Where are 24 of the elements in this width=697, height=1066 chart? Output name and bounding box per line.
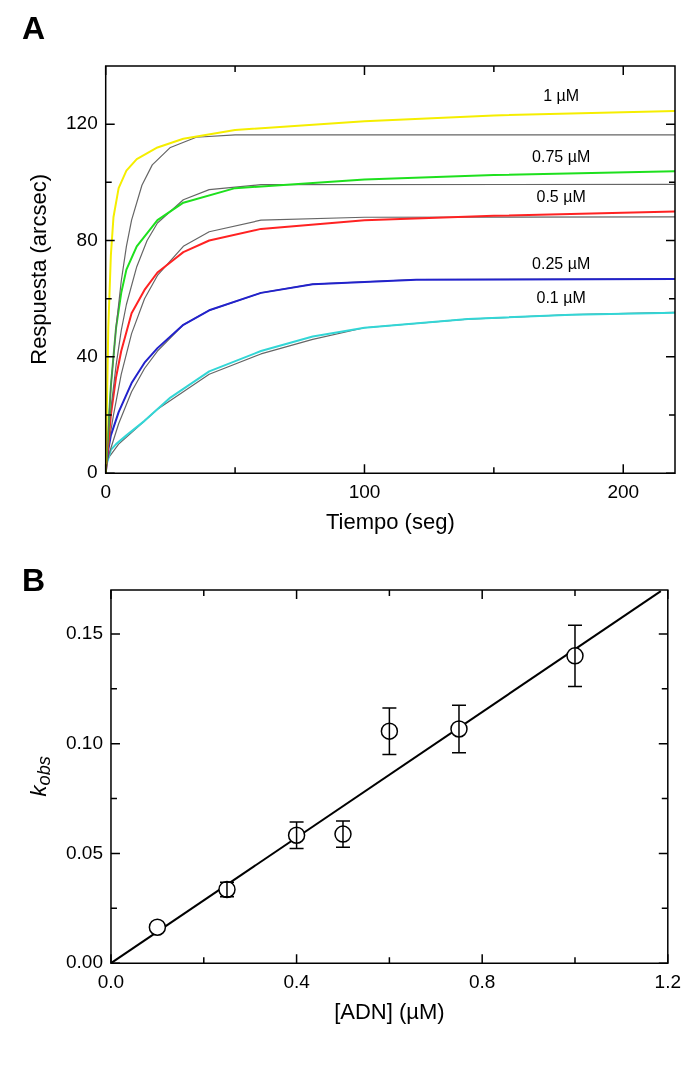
series-label: 0.75 µM [532,147,591,165]
series-label: 1 µM [543,87,580,105]
x-tick-label: 100 [348,480,381,502]
x-axis-title: Tiempo (seg) [324,509,456,536]
y-tick-label: 0.10 [66,731,103,753]
x-tick-label: 0.0 [97,970,125,992]
y-tick-label: 0 [87,461,98,483]
y-tick-label: 0.05 [66,841,103,863]
x-tick-label: 0.4 [283,970,311,992]
y-axis-title: Respuesta (arcsec) [26,174,52,365]
series-label: 0.5 µM [536,187,586,205]
y-tick-label: 0.15 [66,622,103,644]
text: B [22,562,46,599]
text: A [22,10,46,47]
y-tick-label: 80 [76,228,98,250]
x-tick-label: 200 [607,480,640,502]
y-tick-label: 40 [76,345,98,367]
y-tick-label: 120 [66,112,98,134]
series-label: 0.25 µM [532,255,591,273]
x-tick-label: 1.2 [654,970,681,992]
x-axis-title: [ADN] (µM) [333,999,446,1026]
y-tick-label: 0.00 [66,951,103,973]
series-label: 0.1 µM [536,289,586,307]
x-tick-label: 0.8 [468,970,496,992]
